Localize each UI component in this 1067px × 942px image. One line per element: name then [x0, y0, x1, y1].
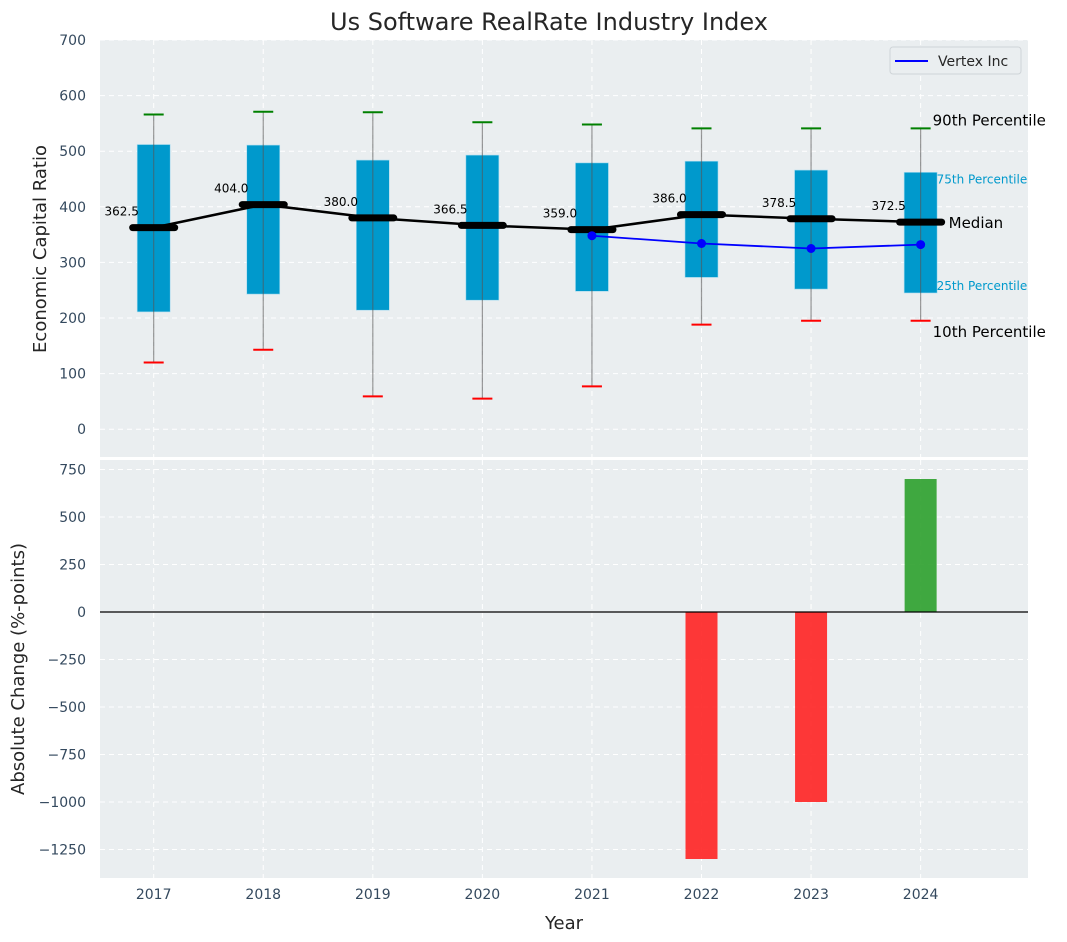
top-y-tick-label: 600 — [59, 89, 86, 105]
bottom-y-tick-label: −1250 — [39, 843, 86, 859]
bottom-y-tick-label: 0 — [77, 605, 86, 621]
vertex-inc-point — [587, 231, 597, 241]
top-panel: 0 100 200 300 400 500 600 700 362.5 404.0 380.0 366… — [59, 33, 1046, 457]
annotation-10th: 10th Percentile — [933, 323, 1046, 341]
bottom-y-axis-label: Absolute Change (%-points) — [8, 543, 29, 795]
bottom-y-tick-label: 500 — [59, 510, 86, 526]
vertex-inc-point — [916, 240, 926, 250]
median-value-label: 378.5 — [762, 196, 796, 210]
annotation-median: Median — [949, 214, 1004, 232]
median-value-label: 372.5 — [871, 199, 905, 213]
bottom-y-tick-label: 750 — [59, 463, 86, 479]
top-y-tick-label: 0 — [77, 422, 86, 438]
change-bar — [904, 479, 937, 612]
top-y-tick-label: 500 — [59, 144, 86, 160]
top-y-tick-label: 400 — [59, 200, 86, 216]
vertex-inc-line — [591, 234, 921, 250]
x-tick-label: 2020 — [465, 887, 501, 903]
top-plot-background — [100, 40, 1028, 457]
bottom-plot-background — [100, 460, 1028, 878]
top-y-tick-label: 200 — [59, 311, 86, 327]
annotation-25th: 25th Percentile — [937, 279, 1028, 293]
bottom-y-tick-label: −250 — [48, 653, 86, 669]
x-tick-label: 2021 — [574, 887, 610, 903]
top-y-tick-label: 100 — [59, 367, 86, 383]
median-value-label: 359.0 — [543, 207, 577, 221]
median-value-label: 362.5 — [105, 205, 139, 219]
vertex-inc-point — [697, 238, 707, 248]
x-tick-label: 2022 — [684, 887, 720, 903]
median-value-label: 380.0 — [324, 195, 358, 209]
chart-title: Us Software RealRate Industry Index — [330, 8, 768, 36]
x-tick-label: 2019 — [355, 887, 391, 903]
top-y-axis-label: Economic Capital Ratio — [30, 145, 51, 353]
legend-box — [889, 46, 1022, 75]
change-bar — [795, 612, 828, 802]
x-tick-label: 2018 — [245, 887, 281, 903]
bottom-panel: −1250 −1000 −750 −500 −250 0 250 500 750 2017 2018… — [39, 460, 1028, 903]
x-tick-label: 2024 — [903, 887, 939, 903]
annotation-75th: 75th Percentile — [937, 172, 1028, 186]
annotation-90th: 90th Percentile — [933, 111, 1046, 129]
x-axis-label: Year — [544, 913, 584, 934]
median-value-label: 404.0 — [214, 182, 248, 196]
top-y-tick-label: 700 — [59, 33, 86, 49]
x-tick-label: 2023 — [793, 887, 829, 903]
median-value-label: 386.0 — [652, 192, 686, 206]
top-y-tick-label: 300 — [59, 255, 86, 271]
bottom-y-tick-label: −500 — [48, 700, 86, 716]
vertex-inc-point — [806, 244, 816, 253]
legend: Vertex Inc — [889, 46, 1022, 75]
median-value-label: 366.5 — [433, 202, 467, 216]
change-bar — [685, 612, 718, 859]
bottom-y-tick-label: 250 — [59, 558, 86, 574]
x-tick-label: 2017 — [136, 887, 172, 903]
legend-label-vertex-inc: Vertex Inc — [938, 54, 1008, 70]
bottom-y-tick-label: −750 — [48, 748, 86, 764]
bottom-y-tick-label: −1000 — [39, 795, 86, 811]
